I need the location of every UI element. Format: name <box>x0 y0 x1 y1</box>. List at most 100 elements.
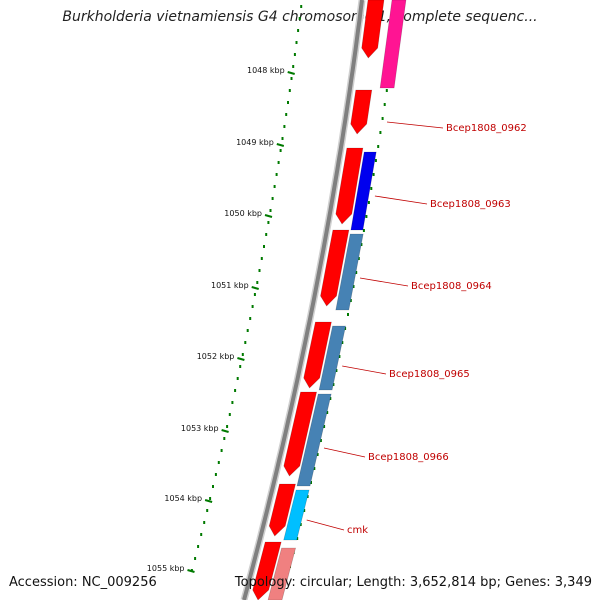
cds-arrow[interactable] <box>361 0 385 59</box>
minor-tick <box>290 77 293 80</box>
cds-ring <box>252 0 385 600</box>
gene-segment-cmk[interactable] <box>283 489 310 541</box>
minor-tick <box>206 509 209 512</box>
gene-label-bcep1808_0965[interactable]: Bcep1808_0965 <box>389 369 470 380</box>
callout-line <box>359 277 409 287</box>
cds-arrow[interactable] <box>320 229 350 307</box>
minor-tick <box>246 329 249 332</box>
minor-tick <box>249 317 252 320</box>
inner-minor-tick <box>338 355 341 358</box>
gene-segment-bcep1808_0965[interactable] <box>318 325 346 391</box>
minor-tick <box>281 137 284 140</box>
gene-label-bcep1808_0962[interactable]: Bcep1808_0962 <box>446 123 527 134</box>
gene-segment-bcep1808_0964[interactable] <box>335 233 364 311</box>
inner-minor-tick <box>296 537 299 540</box>
tick-label: 1053 kbp <box>181 424 219 433</box>
inner-minor-tick <box>367 201 370 204</box>
gene-segment-bcep1808_0966[interactable] <box>296 393 332 487</box>
inner-minor-tick <box>360 243 363 246</box>
minor-tick <box>228 413 231 416</box>
callout-line <box>374 195 428 205</box>
minor-tick <box>241 353 244 356</box>
tick-label: 1050 kbp <box>224 209 262 218</box>
minor-tick <box>194 557 197 560</box>
gene-labels: Bcep1808_0962 Bcep1808_0963 Bcep1808_0964 B… <box>306 121 527 536</box>
inner-minor-tick <box>299 523 302 526</box>
major-tick <box>187 569 195 573</box>
tick-label: 1048 kbp <box>247 66 285 75</box>
inner-minor-tick <box>365 215 368 218</box>
major-tick <box>276 143 285 147</box>
inner-minor-tick <box>310 481 312 484</box>
inner-minor-tick <box>372 173 375 176</box>
feature-segment[interactable] <box>267 547 296 600</box>
inner-minor-tick <box>379 131 382 134</box>
minor-tick <box>285 113 288 116</box>
backbone <box>240 0 366 600</box>
major-tick <box>204 499 213 503</box>
gene-label-bcep1808_0963[interactable]: Bcep1808_0963 <box>430 199 511 210</box>
minor-tick <box>203 521 206 524</box>
major-tick <box>287 71 295 75</box>
inner-minor-tick <box>370 187 373 190</box>
minor-tick <box>217 461 220 464</box>
minor-tick <box>263 245 265 248</box>
tick-label: 1049 kbp <box>236 138 274 147</box>
inner-minor-tick <box>303 509 306 512</box>
inner-minor-tick <box>341 341 344 344</box>
cds-arrow[interactable] <box>252 541 282 600</box>
tick-label: 1054 kbp <box>164 494 202 503</box>
inner-minor-tick <box>383 103 386 106</box>
cds-arrow[interactable] <box>335 147 364 225</box>
inner-minor-tick <box>332 383 335 386</box>
minor-tick <box>277 161 280 164</box>
gene-label-cmk[interactable]: cmk <box>347 525 368 536</box>
cds-arrow[interactable] <box>268 483 296 537</box>
inner-minor-tick <box>347 313 349 316</box>
minor-tick <box>258 269 261 272</box>
cds-arrow[interactable] <box>283 391 317 477</box>
ruler-ticks: 1048 kbp 1049 kbp 1050 kbp 1051 kbp 1052 kbp… <box>147 66 295 573</box>
gene-label-bcep1808_0964[interactable]: Bcep1808_0964 <box>411 281 492 292</box>
minor-tick <box>234 389 237 392</box>
inner-minor-tick <box>374 159 377 162</box>
inner-minor-tick <box>385 89 388 92</box>
inner-minor-tick <box>349 299 352 302</box>
minor-tick <box>236 377 239 380</box>
callout-line <box>386 121 444 129</box>
backbone-line <box>242 0 364 600</box>
major-tick <box>237 357 245 361</box>
inner-minor-tick <box>323 425 326 428</box>
feature-segment[interactable] <box>379 0 407 89</box>
minor-tick <box>295 41 298 44</box>
minor-tick <box>253 293 256 296</box>
minor-tick <box>298 17 301 20</box>
minor-tick <box>269 209 272 212</box>
sequence-summary: Topology: circular; Length: 3,652,814 bp… <box>234 575 592 590</box>
inner-minor-tick <box>381 117 384 120</box>
inner-minor-tick <box>362 229 365 232</box>
minor-tick <box>212 485 214 488</box>
minor-tick <box>209 497 212 500</box>
minor-tick <box>214 473 217 476</box>
cds-arrow[interactable] <box>303 321 332 389</box>
minor-tick <box>256 281 259 284</box>
minor-tick <box>226 425 229 428</box>
inner-minor-tick <box>313 467 316 470</box>
gene-segment-bcep1808_0963[interactable] <box>350 151 377 231</box>
inner-minor-tick <box>335 369 338 372</box>
minor-tick <box>287 101 289 104</box>
minor-tick <box>271 197 274 200</box>
cds-arrow[interactable] <box>350 89 373 135</box>
minor-tick <box>267 221 270 224</box>
minor-tick <box>223 437 226 440</box>
minor-tick <box>283 125 286 128</box>
tick-label: 1052 kbp <box>197 352 235 361</box>
minor-tick <box>279 149 282 152</box>
minor-tick <box>292 65 295 68</box>
inner-minor-tick <box>326 411 329 414</box>
gene-label-bcep1808_0966[interactable]: Bcep1808_0966 <box>368 452 449 463</box>
minor-tick <box>275 173 278 176</box>
tick-label: 1051 kbp <box>211 281 249 290</box>
